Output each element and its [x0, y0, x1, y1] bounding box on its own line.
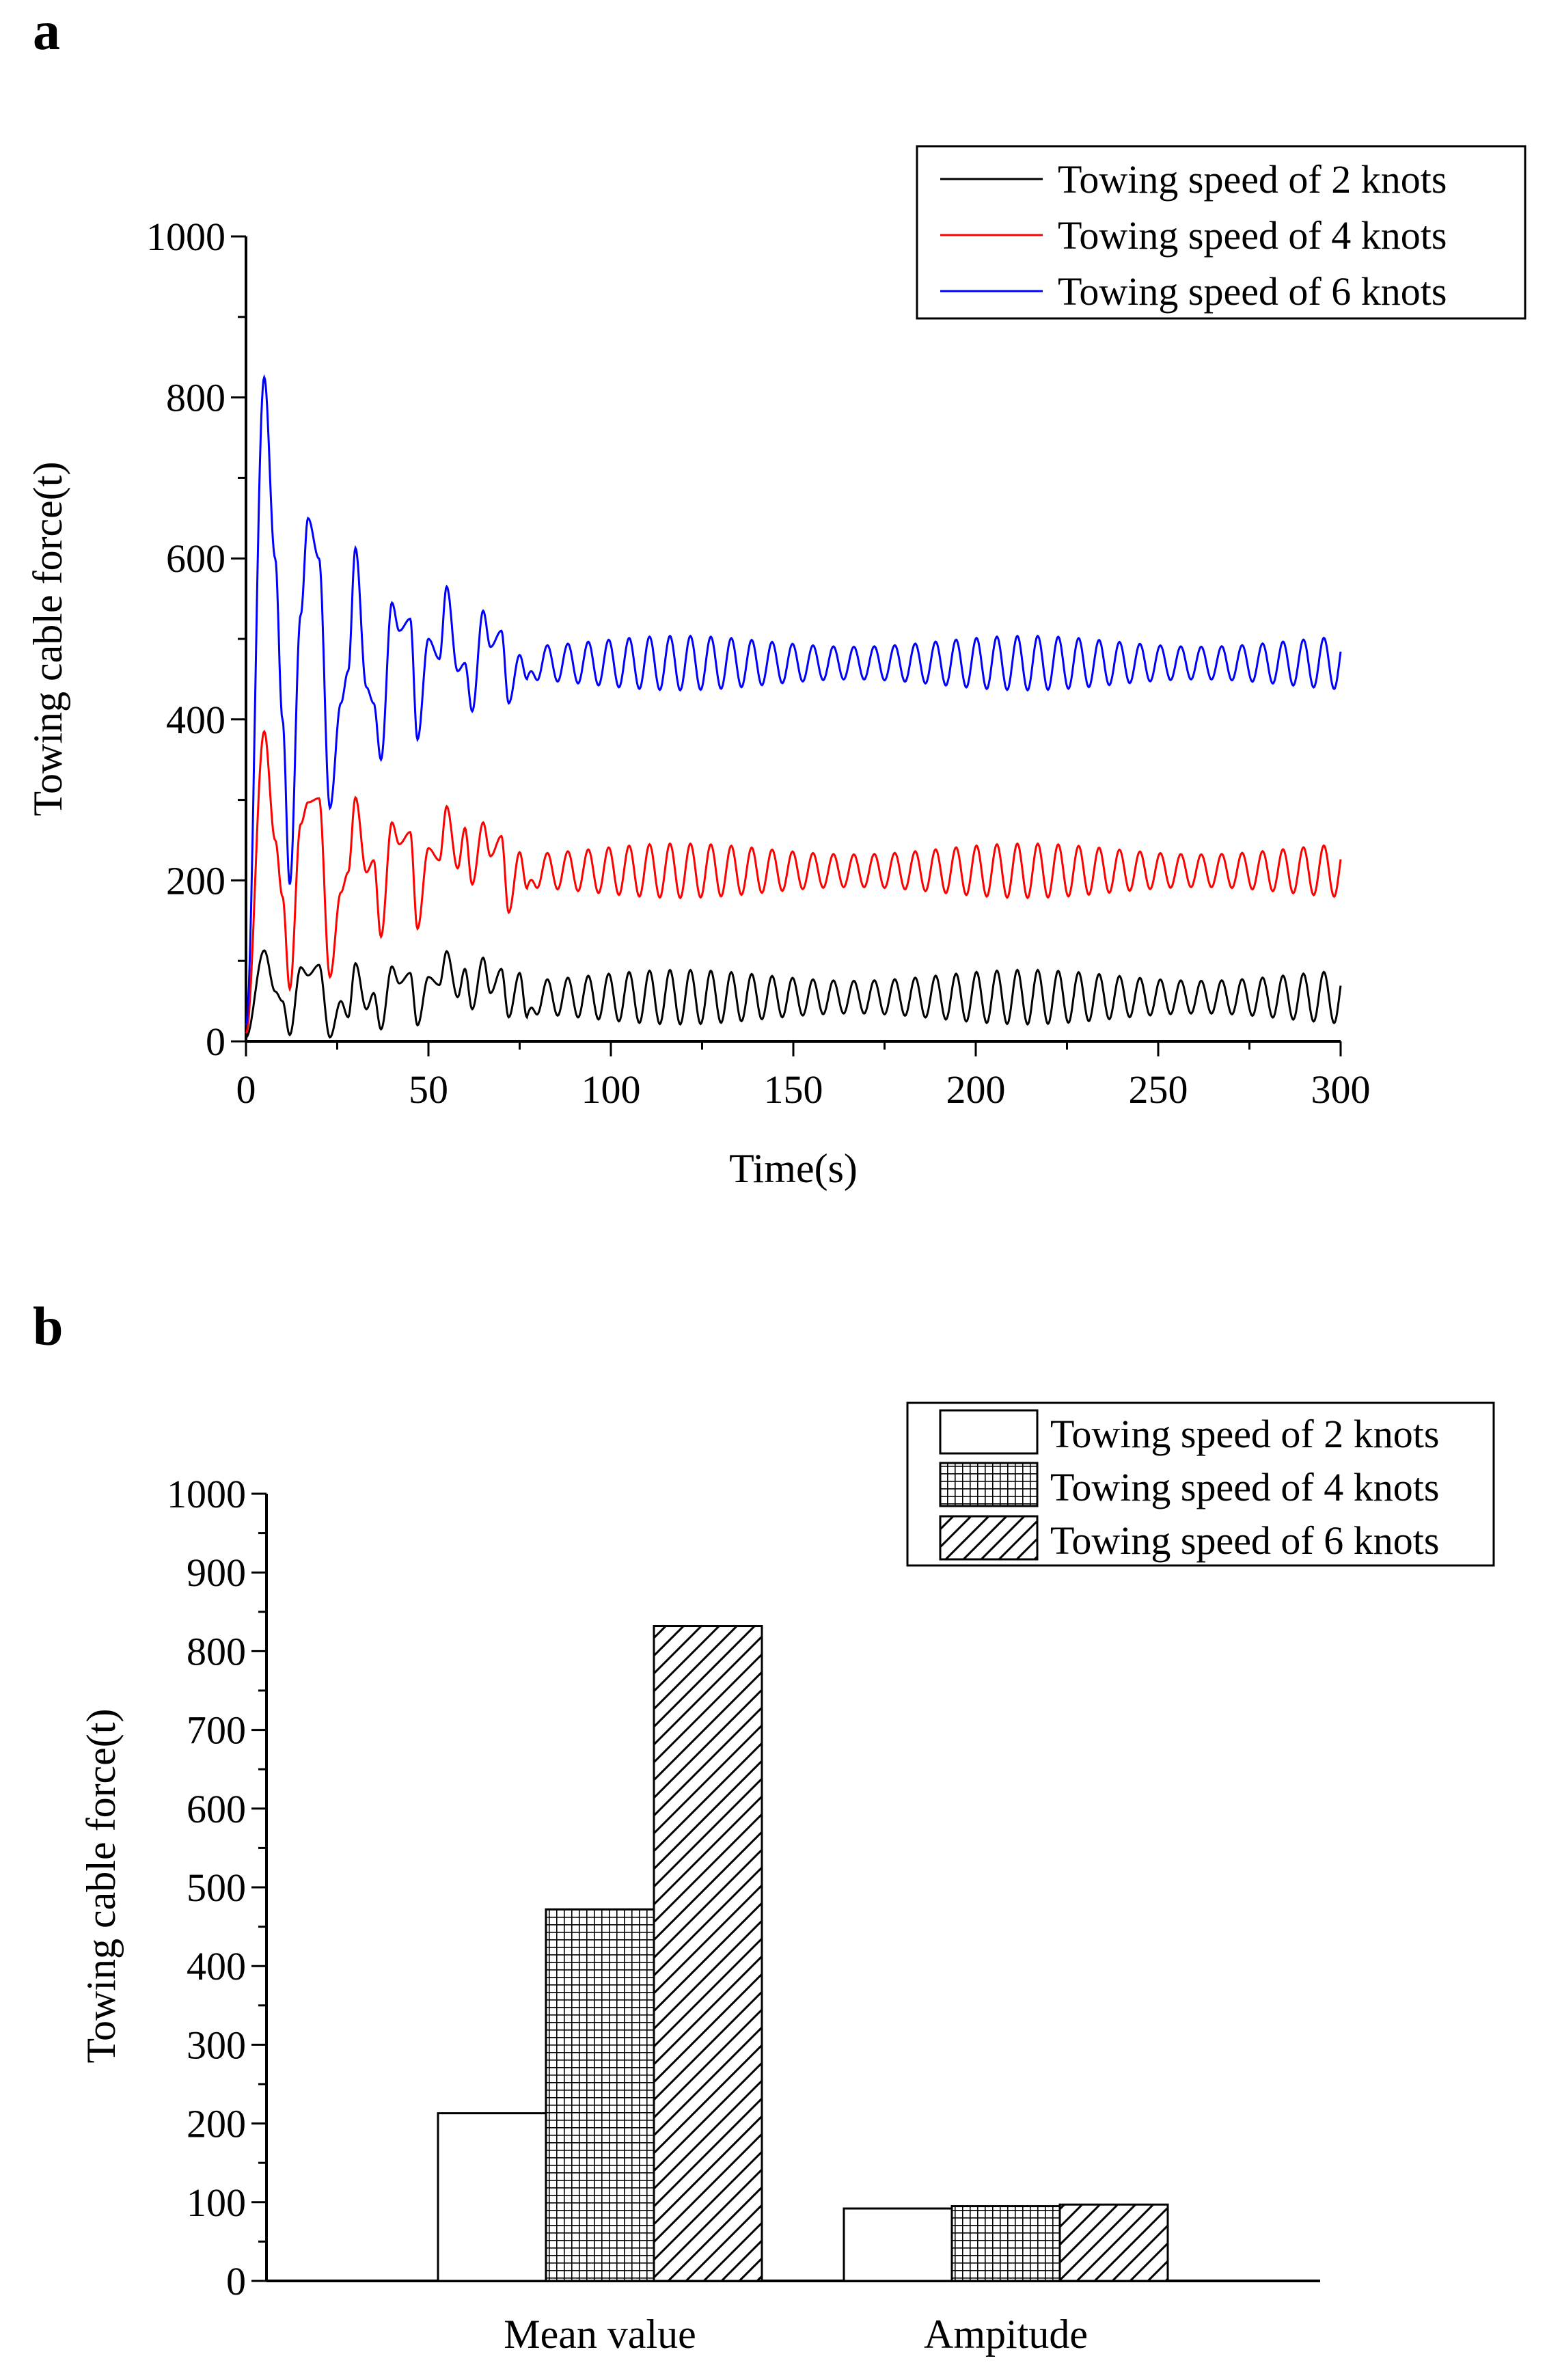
bar-4-knots-amplitude [950, 2205, 1061, 2282]
bar-6-knots-mean-value [653, 1625, 763, 2282]
x-tick-label: 250 [1129, 1067, 1188, 1112]
legend-label-6-knots-a: Towing speed of 6 knots [1058, 269, 1447, 314]
legend-box-a [916, 145, 1527, 320]
legend-label-2-knots-a: Towing speed of 2 knots [1058, 157, 1447, 202]
y-tick-label: 600 [187, 1787, 246, 1831]
x-category-label: Ampitude [924, 2312, 1088, 2357]
legend-swatch-2-knots-b [939, 1409, 1039, 1455]
y-tick-label: 0 [226, 2259, 246, 2303]
y-ticks-b: 0 100 200 300 400 500 600 700 800 900 1000 [167, 1472, 266, 2303]
x-tick-label: 300 [1311, 1067, 1371, 1112]
legend-a: Towing speed of 2 knots Towing speed of … [916, 145, 1527, 320]
bars-b [437, 1625, 1169, 2282]
series-line-2-knots [245, 949, 1342, 1039]
y-ticks-a: 0 200 400 600 800 1000 [146, 215, 246, 1064]
x-tick-label: 0 [236, 1067, 256, 1112]
y-tick-label: 200 [187, 2102, 246, 2146]
legend-swatch-6-knots-b [939, 1515, 1039, 1561]
x-tick-label: 150 [764, 1067, 823, 1112]
y-tick-label: 200 [166, 858, 225, 903]
legend-swatch-4-knots-b [939, 1462, 1039, 1507]
y-tick-label: 900 [187, 1550, 246, 1595]
y-tick-label: 800 [187, 1629, 246, 1673]
series-lines-a [245, 374, 1342, 1039]
x-tick-label: 200 [946, 1067, 1006, 1112]
y-tick-label: 0 [206, 1020, 225, 1064]
x-tick-label: 100 [581, 1067, 641, 1112]
y-tick-label: 300 [187, 2023, 246, 2067]
y-tick-label: 600 [166, 536, 225, 581]
y-tick-label: 700 [187, 1708, 246, 1753]
x-category-label: Mean value [504, 2312, 696, 2357]
y-tick-label: 400 [166, 698, 225, 742]
panel-label-b: b [33, 1297, 64, 1357]
y-tick-label: 400 [187, 1944, 246, 1988]
legend-label-6-knots-b: Towing speed of 6 knots [1050, 1518, 1439, 1563]
x-labels-b: Mean value Ampitude [504, 2312, 1088, 2357]
y-tick-label: 1000 [167, 1472, 246, 1516]
panel-a: a 0 200 400 600 800 1000 0 50 100 150 200 250 300 T… [25, 1, 1527, 1191]
panel-b: b 0 100 200 300 400 500 600 700 800 900 1000 Mean … [33, 1297, 1495, 2357]
y-tick-label: 100 [187, 2180, 246, 2225]
x-axis-title-a: Time(s) [729, 1146, 858, 1191]
panel-label-a: a [33, 1, 60, 61]
bar-4-knots-mean-value [545, 1908, 655, 2282]
legend-label-4-knots-b: Towing speed of 4 knots [1050, 1465, 1439, 1509]
series-line-4-knots [245, 729, 1342, 1035]
legend-label-2-knots-b: Towing speed of 2 knots [1050, 1412, 1439, 1456]
bar-2-knots-mean-value [437, 2112, 547, 2282]
y-axis-title-b: Towing cable force(t) [79, 1709, 124, 2064]
y-tick-label: 500 [187, 1865, 246, 1910]
legend-label-4-knots-a: Towing speed of 4 knots [1058, 213, 1447, 258]
series-line-6-knots [245, 374, 1342, 1026]
bar-6-knots-amplitude [1058, 2203, 1169, 2282]
x-tick-label: 50 [409, 1067, 448, 1112]
y-tick-label: 800 [166, 376, 225, 420]
legend-b: Towing speed of 2 knots Towing speed of … [906, 1401, 1495, 1567]
y-axis-title-a: Towing cable force(t) [25, 462, 70, 817]
y-tick-label: 1000 [146, 215, 225, 259]
x-ticks-a: 0 50 100 150 200 250 300 [236, 1041, 1371, 1112]
bar-2-knots-amplitude [843, 2207, 953, 2282]
